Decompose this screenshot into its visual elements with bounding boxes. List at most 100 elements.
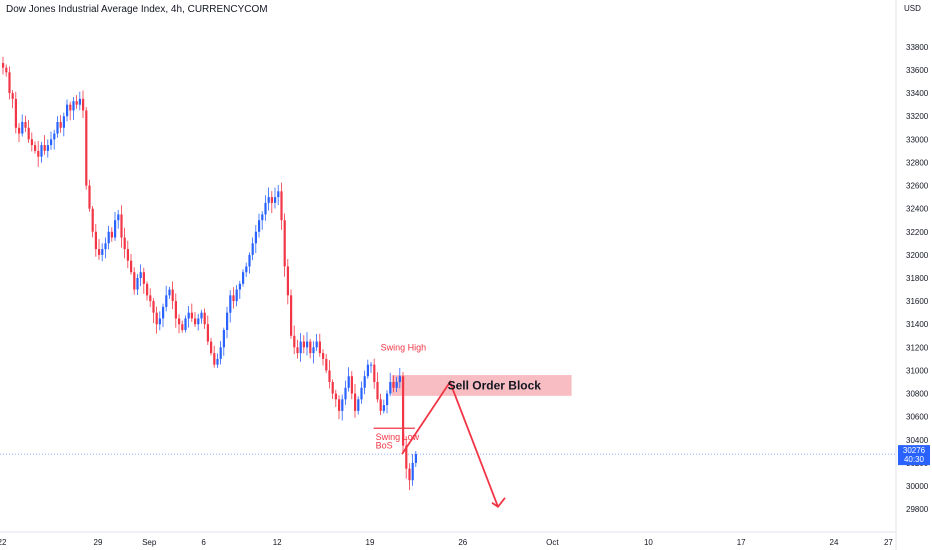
- candle-body: [222, 330, 225, 348]
- candle-body: [139, 272, 142, 278]
- y-tick-label: 33800: [906, 43, 929, 52]
- candle-body: [117, 214, 120, 221]
- candle-body: [120, 214, 123, 238]
- candle-body: [82, 98, 85, 111]
- candle-body: [8, 72, 11, 94]
- candle-body: [306, 341, 309, 348]
- candle-body: [216, 358, 219, 365]
- candle-body: [274, 197, 277, 203]
- candle-body: [248, 254, 251, 267]
- candle-body: [280, 191, 283, 221]
- candle-body: [411, 462, 414, 481]
- candle-body: [34, 145, 37, 151]
- y-tick-label: 32000: [906, 251, 929, 260]
- candle-body: [114, 220, 117, 238]
- candle-body: [210, 341, 213, 354]
- candle-body: [402, 376, 405, 446]
- candle-body: [69, 104, 72, 111]
- candle-body: [395, 382, 398, 388]
- y-tick-label: 33600: [906, 66, 929, 75]
- candle-body: [155, 312, 158, 325]
- y-tick-label: 32200: [906, 228, 929, 237]
- candle-body: [37, 150, 40, 157]
- candle-body: [232, 295, 235, 302]
- candle-body: [392, 382, 395, 388]
- candle-body: [354, 393, 357, 411]
- currency-label: USD: [904, 4, 921, 13]
- y-tick-label: 32600: [906, 182, 929, 191]
- last-price-tag: 30276 40:30: [898, 445, 930, 466]
- candle-body: [14, 98, 17, 128]
- candle-body: [366, 364, 369, 377]
- candle-body: [50, 139, 53, 146]
- candle-body: [40, 145, 43, 157]
- y-tick-label: 30800: [906, 390, 929, 399]
- y-tick-label: 33400: [906, 89, 929, 98]
- candle-body: [370, 364, 373, 366]
- sell-order-block[interactable]: [391, 375, 572, 396]
- x-tick-label: 10: [644, 538, 653, 547]
- candle-body: [322, 353, 325, 359]
- candle-body: [258, 220, 261, 232]
- candle-body: [59, 122, 62, 128]
- y-tick-label: 31800: [906, 274, 929, 283]
- candle-body: [334, 393, 337, 400]
- candle-body: [315, 341, 318, 348]
- candle-body: [126, 249, 129, 261]
- candle-body: [203, 312, 206, 325]
- candle-body: [347, 376, 350, 388]
- candle-body: [267, 197, 270, 203]
- candle-body: [405, 445, 408, 469]
- candle-body: [382, 405, 385, 411]
- x-tick-label: 29: [94, 538, 103, 547]
- candle-body: [56, 122, 59, 134]
- candle-body: [2, 63, 5, 68]
- candle-body: [142, 272, 145, 284]
- candle-body: [229, 295, 232, 313]
- countdown-value: 40:30: [904, 455, 925, 464]
- x-tick-label: 19: [366, 538, 375, 547]
- candle-body: [197, 318, 200, 325]
- x-tick-label: 22: [0, 538, 7, 547]
- candle-body: [379, 399, 382, 411]
- candle-body: [235, 289, 238, 302]
- x-tick-label: 24: [830, 538, 839, 547]
- y-tick-label: 31400: [906, 320, 929, 329]
- x-axis-ticks: 22 29 Sep 6 12 19 26 Oct 10 17 24 27: [0, 538, 893, 547]
- x-tick-label: 12: [273, 538, 282, 547]
- last-price-value: 30276: [903, 446, 926, 455]
- candle-body: [75, 101, 78, 105]
- candle-body: [219, 347, 222, 359]
- candle-body: [30, 139, 33, 146]
- candle-body: [283, 220, 286, 267]
- candle-body: [5, 67, 8, 73]
- chart-title: Dow Jones Industrial Average Index, 4h, …: [6, 4, 268, 15]
- candle-body: [245, 266, 248, 273]
- candle-body: [328, 370, 331, 382]
- candle-body: [194, 318, 197, 325]
- candle-body: [187, 312, 190, 319]
- candle-body: [350, 376, 353, 394]
- candle-body: [98, 249, 101, 255]
- candlesticks: [2, 56, 417, 491]
- y-tick-label: 31000: [906, 366, 929, 375]
- candle-body: [53, 133, 56, 140]
- candle-body: [46, 145, 49, 151]
- projection-path: [401, 380, 499, 508]
- candle-body: [341, 399, 344, 411]
- x-tick-label: 17: [737, 538, 746, 547]
- candle-body: [251, 243, 254, 255]
- candle-body: [27, 127, 30, 140]
- y-tick-label: 32800: [906, 158, 929, 167]
- candle-body: [158, 318, 161, 325]
- candle-body: [152, 301, 155, 313]
- candle-body: [414, 454, 417, 463]
- candle-body: [136, 278, 139, 290]
- candle-body: [146, 283, 149, 296]
- arrow-head: [491, 497, 506, 509]
- candle-body: [168, 289, 171, 296]
- candle-body: [363, 376, 366, 388]
- candle-body: [238, 283, 241, 290]
- x-tick-label: Sep: [142, 538, 157, 547]
